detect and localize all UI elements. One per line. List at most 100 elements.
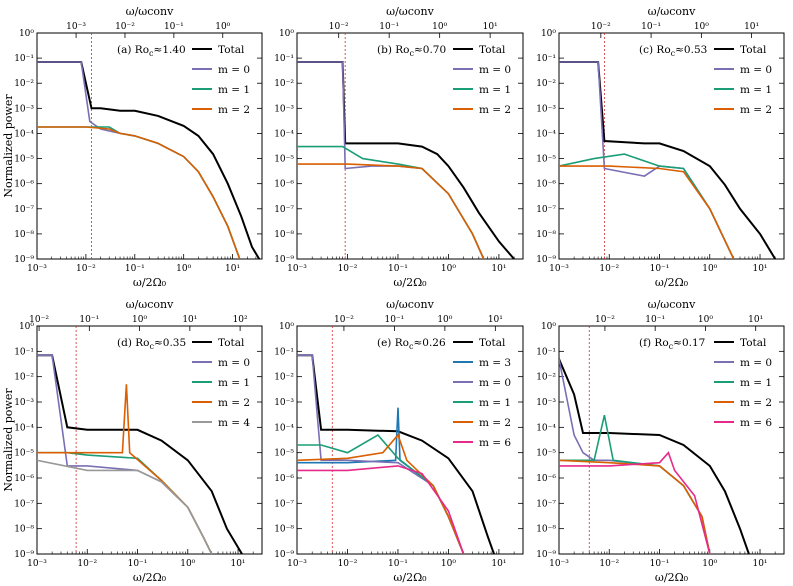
series-line-m4 xyxy=(37,459,213,554)
y-tick-label: 10⁻⁷ xyxy=(274,205,294,215)
x-tick-label: 10⁻² xyxy=(76,264,96,274)
series-line-m6 xyxy=(297,465,465,554)
legend-entry: m = 6 xyxy=(740,417,772,429)
legend-entry: m = 0 xyxy=(479,64,511,76)
y-tick-label: 10⁻⁴ xyxy=(14,423,34,433)
legend-entry: m = 6 xyxy=(479,437,511,449)
legend-entry: Total xyxy=(218,44,245,56)
y-tick-label: 10⁻⁶ xyxy=(274,180,294,190)
y-tick-label: 10⁰ xyxy=(19,322,34,332)
y-tick-label: 10⁻⁸ xyxy=(14,525,34,535)
y-tick-label: 10⁻³ xyxy=(14,104,34,114)
series-line-m2 xyxy=(559,165,735,259)
top-x-tick-label: 10⁻¹ xyxy=(379,22,399,32)
top-x-tick-label: 10⁻² xyxy=(29,315,49,325)
x-tick-label: 10⁻¹ xyxy=(128,559,148,569)
legend-entry: m = 0 xyxy=(479,377,511,389)
legend-entry: m = 2 xyxy=(479,417,511,429)
y-tick-label: 10⁻⁸ xyxy=(14,230,34,240)
y-tick-label: 10⁻⁶ xyxy=(536,474,556,484)
y-tick-label: 10⁻⁸ xyxy=(536,230,556,240)
y-tick-label: 10⁻⁷ xyxy=(14,499,34,509)
y-tick-label: 10⁻⁹ xyxy=(14,550,34,560)
y-tick-label: 10⁻¹ xyxy=(536,347,556,357)
x-axis-label: ω/2Ω₀ xyxy=(393,571,427,584)
top-x-tick-label: 10¹ xyxy=(744,22,759,32)
series-line-m2 xyxy=(37,126,241,259)
x-tick-label: 10¹ xyxy=(491,264,506,274)
legend-entry: Total xyxy=(218,337,245,349)
x-tick-label: 10⁰ xyxy=(441,559,456,569)
y-tick-label: 10⁻⁵ xyxy=(274,449,294,459)
panel-annotation: (c) Roc≈0.53 xyxy=(639,44,707,58)
x-tick-label: 10⁻² xyxy=(599,559,619,569)
top-x-tick-label: 10⁻² xyxy=(115,22,135,32)
x-tick-label: 10¹ xyxy=(752,559,767,569)
top-x-tick-label: 10² xyxy=(233,315,248,325)
top-x-tick-label: 10⁰ xyxy=(132,315,147,325)
x-tick-label: 10⁻¹ xyxy=(388,264,408,274)
series-line-m6 xyxy=(559,451,711,554)
series-line-Total xyxy=(297,354,495,554)
legend-entry: Total xyxy=(479,337,506,349)
panel-e: 10⁻⁹ 10⁻⁸ 10⁻⁷ 10⁻⁶ 10⁻⁵ 10⁻⁴ 10⁻³ 10⁻² 10⁻¹ 10⁰ 1… xyxy=(274,298,524,584)
legend-entry: m = 1 xyxy=(479,397,511,409)
panel-d: 10⁻⁹10⁻⁸10⁻⁷10⁻⁶10⁻⁵10⁻⁴10⁻³10⁻²10⁻¹10⁰1… xyxy=(2,298,263,584)
y-tick-label: 10⁻¹ xyxy=(14,54,34,64)
y-tick-label: 10⁻⁹ xyxy=(536,550,556,560)
top-x-axis-label: ω/ωconv xyxy=(126,5,175,18)
y-tick-label: 10⁻⁹ xyxy=(274,255,294,265)
x-tick-label: 10⁻¹ xyxy=(650,559,670,569)
panel-annotation: (b) Roc≈0.70 xyxy=(377,44,446,58)
top-x-tick-label: 10⁻¹ xyxy=(645,315,665,325)
series-line-m0 xyxy=(559,358,711,554)
series-group xyxy=(37,354,243,554)
top-x-tick-label: 10¹ xyxy=(748,315,763,325)
y-tick-label: 10⁻³ xyxy=(536,104,556,114)
panel-annotation: (f) Roc≈0.17 xyxy=(639,337,705,351)
y-tick-label: 10⁻² xyxy=(536,373,556,383)
top-x-tick-label: 10¹ xyxy=(182,315,197,325)
top-x-tick-label: 10¹ xyxy=(488,315,503,325)
top-x-tick-label: 10⁻³ xyxy=(66,22,86,32)
y-tick-label: 10⁻⁸ xyxy=(274,230,294,240)
panel-annotation: (d) Roc≈0.35 xyxy=(117,337,186,351)
y-tick-label: 10⁻⁵ xyxy=(274,155,294,165)
legend-entry: m = 0 xyxy=(740,64,772,76)
legend-entry: Total xyxy=(740,44,767,56)
x-tick-label: 10¹ xyxy=(225,264,240,274)
y-tick-label: 10⁻⁹ xyxy=(14,255,34,265)
x-tick-label: 10⁻³ xyxy=(287,559,307,569)
x-tick-label: 10⁻² xyxy=(338,559,358,569)
y-tick-label: 10⁻² xyxy=(274,373,294,383)
x-tick-label: 10⁻³ xyxy=(549,264,569,274)
top-x-axis-label: ω/ωconv xyxy=(386,5,435,18)
y-tick-label: 10⁻⁴ xyxy=(274,129,294,139)
series-line-Total xyxy=(559,61,777,259)
series-line-m2 xyxy=(559,459,711,554)
legend-entry: m = 1 xyxy=(740,84,772,96)
top-x-tick-label: 10⁻¹ xyxy=(384,315,404,325)
series-line-m2 xyxy=(297,433,465,554)
y-tick-label: 10⁻⁶ xyxy=(536,180,556,190)
legend-entry: m = 1 xyxy=(479,84,511,96)
legend-entry: m = 1 xyxy=(218,377,250,389)
series-line-m0 xyxy=(297,354,465,554)
series-group xyxy=(37,61,261,259)
y-tick-label: 10⁻⁴ xyxy=(14,129,34,139)
y-tick-label: 10⁻³ xyxy=(274,398,294,408)
x-tick-label: 10¹ xyxy=(491,559,506,569)
x-tick-label: 10⁻¹ xyxy=(650,264,670,274)
y-tick-label: 10⁻⁹ xyxy=(536,255,556,265)
y-tick-label: 10⁻⁵ xyxy=(536,449,556,459)
y-tick-label: 10⁻⁷ xyxy=(536,205,556,215)
x-axis-label: ω/2Ω₀ xyxy=(655,276,689,289)
legend-entry: m = 1 xyxy=(218,84,250,96)
series-line-m2 xyxy=(297,163,485,259)
top-x-tick-label: 10⁰ xyxy=(698,315,713,325)
y-tick-label: 10⁻³ xyxy=(536,398,556,408)
x-tick-label: 10⁻³ xyxy=(549,559,569,569)
top-x-tick-label: 10⁻² xyxy=(595,315,615,325)
x-tick-label: 10¹ xyxy=(752,264,767,274)
